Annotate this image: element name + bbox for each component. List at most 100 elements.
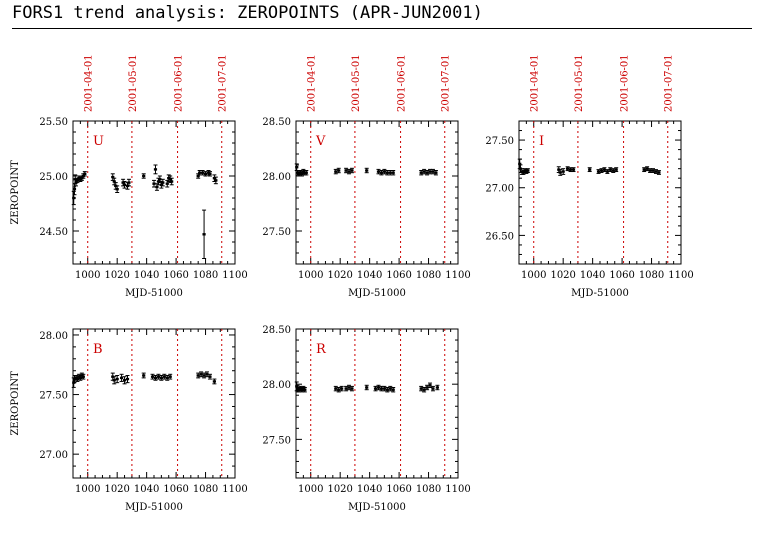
x-tick-label: 1020 <box>327 270 352 281</box>
x-tick-label: 1000 <box>298 484 323 495</box>
point-marker <box>435 386 439 389</box>
y-tick-label: 27.50 <box>39 391 68 402</box>
title-divider <box>12 28 752 29</box>
data-point <box>141 173 146 179</box>
data-point <box>212 378 217 385</box>
point-marker <box>72 196 76 200</box>
point-marker <box>340 387 344 390</box>
point-marker <box>571 168 576 171</box>
x-tick-label: 1020 <box>104 270 129 281</box>
point-marker <box>112 379 116 382</box>
point-marker <box>199 373 203 376</box>
panel-filter-label: I <box>539 134 544 149</box>
data-point <box>419 170 424 176</box>
data-point <box>112 376 117 385</box>
y-tick-label: 27.50 <box>262 227 291 238</box>
point-marker <box>208 172 212 175</box>
x-tick-label: 1080 <box>193 270 218 281</box>
data-point <box>339 385 344 392</box>
data-point <box>302 386 307 393</box>
point-marker <box>561 170 565 173</box>
data-point <box>653 169 658 174</box>
point-marker <box>344 169 348 172</box>
data-point <box>385 386 390 393</box>
point-marker <box>657 171 661 174</box>
point-marker <box>159 376 163 380</box>
point-marker <box>127 181 131 184</box>
point-marker <box>196 174 200 178</box>
panel-i: 1000 1020 1040 1060 1080 1100 27.50 27.00 26.50 M… <box>485 54 693 299</box>
y-tick-label: 28.50 <box>262 325 291 336</box>
point-marker <box>645 167 649 170</box>
data-point <box>379 170 384 176</box>
point-marker <box>214 179 218 182</box>
data-point <box>599 168 604 173</box>
data-point <box>558 169 563 176</box>
x-tick-label: 1000 <box>75 484 100 495</box>
y-axis-label: ZEROPOINT <box>10 371 21 436</box>
data-point <box>430 168 435 175</box>
data-point <box>156 373 161 380</box>
data-point <box>382 168 387 175</box>
data-point <box>122 376 127 385</box>
data-point <box>656 170 661 175</box>
data-point <box>602 167 607 173</box>
date-marker-label: 2001-06-01 <box>620 54 631 112</box>
data-point <box>203 171 208 177</box>
point-marker <box>337 169 341 172</box>
x-axis-label: MJD-51000 <box>571 288 629 299</box>
point-marker <box>431 387 435 390</box>
point-marker <box>373 387 378 390</box>
point-marker <box>198 171 202 174</box>
data-point <box>605 169 610 174</box>
data-point <box>153 374 158 381</box>
point-marker <box>165 376 169 380</box>
point-marker <box>208 375 212 378</box>
data-point <box>642 167 647 173</box>
data-point <box>364 167 369 174</box>
x-tick-label: 1040 <box>580 270 605 281</box>
data-point <box>207 171 212 177</box>
data-point <box>207 373 212 380</box>
data-point <box>435 384 440 391</box>
point-marker <box>425 171 429 174</box>
x-tick-label: 1060 <box>163 484 188 495</box>
panel-filter-label: V <box>315 134 326 149</box>
point-marker <box>350 169 354 172</box>
date-marker-label: 2001-05-01 <box>351 54 362 112</box>
x-axis-label: MJD-51000 <box>125 502 183 513</box>
point-marker <box>156 180 161 183</box>
point-marker <box>111 175 115 179</box>
point-marker <box>152 182 156 185</box>
data-point <box>391 170 396 176</box>
y-tick-label: 25.50 <box>39 117 68 128</box>
data-point <box>344 167 349 174</box>
point-marker <box>365 169 369 172</box>
x-tick-label: 1060 <box>386 484 411 495</box>
x-tick-label: 1100 <box>668 270 693 281</box>
data-point <box>205 371 210 378</box>
point-marker <box>391 171 395 174</box>
data-point <box>168 373 173 380</box>
panel-v: 1000 1020 1040 1060 1080 1100 28.50 28.00 27.50 M… <box>262 54 470 299</box>
point-marker <box>428 170 432 173</box>
data-point <box>122 181 127 189</box>
point-marker <box>379 171 384 174</box>
data-point <box>344 385 349 392</box>
point-marker <box>122 379 127 382</box>
x-axis-label: MJD-51000 <box>125 288 183 299</box>
data-point <box>422 386 427 393</box>
date-marker-label: 2001-07-01 <box>664 54 675 112</box>
point-marker <box>122 183 127 186</box>
x-tick-label: 1020 <box>327 484 352 495</box>
data-point <box>608 167 613 173</box>
data-point <box>160 178 165 187</box>
panel-r: 1000 1020 1040 1060 1080 1100 28.50 28.00 27.50 M… <box>262 325 470 513</box>
point-marker <box>558 171 562 174</box>
x-tick-label: 1080 <box>416 484 441 495</box>
x-tick-label: 1040 <box>357 270 382 281</box>
data-point <box>153 164 158 175</box>
point-marker <box>382 387 386 390</box>
point-marker <box>168 375 172 378</box>
